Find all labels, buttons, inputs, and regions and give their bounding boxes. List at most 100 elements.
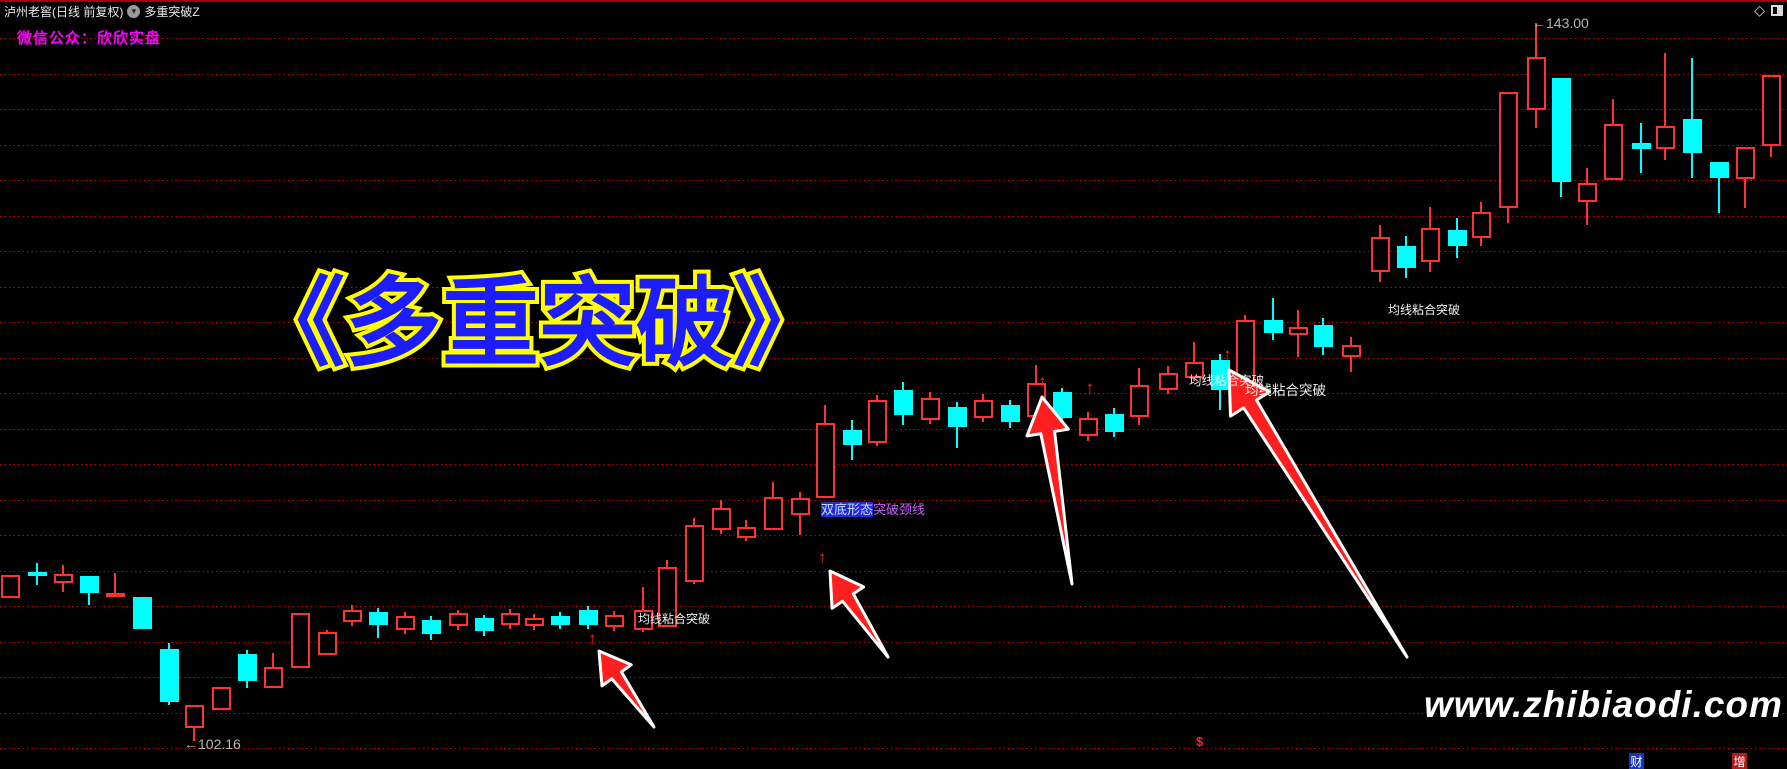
ma-breakout-label: 均线粘合突破 [1245,383,1326,398]
watermark-url: www.zhibiaodi.com [1424,684,1783,725]
candle-wick [1272,298,1274,340]
candle-wick [642,587,644,632]
candle-up [658,567,677,627]
chart-gridline [0,535,1787,536]
small-up-arrow-icon: ↑ [818,548,827,567]
chart-gridline [0,109,1787,110]
chart-gridline [0,428,1787,430]
candle-up [318,632,337,655]
stock-title: 泸州老窖(日线 前复权) [4,4,124,19]
headline-banner: 《多重突破》 [244,263,834,384]
candle-up [264,667,283,688]
candle-up [921,398,940,420]
candle-up [737,527,756,538]
chevron-circle-icon[interactable]: ▾ [127,4,141,18]
candle-down [133,597,152,629]
headline-title: 《多重突破》 [248,267,830,380]
chart-gridline [0,641,1787,643]
chart-gridline [0,499,1787,501]
high-price-label: ←143.00 [1532,15,1589,31]
chart-gridline [0,180,1787,181]
chart-gridline [0,748,1787,749]
candle-down [28,572,47,576]
chart-gridline [0,606,1787,607]
indicator-name[interactable]: 多重突破Z [144,4,200,19]
double-bottom-label-part2: 突破颈线 [873,502,926,517]
candle-up [791,498,810,515]
candle-up [343,610,362,622]
candle-up [1421,228,1440,262]
bottom-tab-increase[interactable]: 增 [1732,753,1747,769]
chart-gridline [0,286,1787,288]
candle-up [1527,57,1546,110]
candle-down [369,612,388,625]
candle-wick [1193,342,1195,381]
candle-down [422,620,441,634]
chart-gridline [0,38,1787,39]
diamond-icon[interactable]: ◇ [1754,2,1765,18]
candle-up [868,400,887,443]
double-bottom-label-part1: 双底形态 [821,502,874,517]
candle-down [551,616,570,625]
candle-up [54,574,73,583]
candle-down [1314,325,1333,347]
chart-gridline [0,73,1787,75]
candle-wick [114,573,116,597]
candle-wick [1664,53,1666,160]
candle-up [764,497,783,530]
candle-down [238,654,257,681]
bottom-tab-finance[interactable]: 财 [1629,753,1644,769]
chart-gridline [0,215,1787,217]
ex-dividend-marker: $ [1196,734,1204,749]
candle-up [1656,126,1675,149]
candle-up [501,613,520,625]
big-up-arrow [828,569,890,659]
candle-up [525,618,544,626]
candle-down [160,649,179,702]
candle-down [894,390,913,415]
candle-up [1472,212,1491,238]
candle-down [1211,360,1230,390]
candle-down [1105,414,1124,432]
chart-gridline [0,570,1787,572]
candle-down [1683,119,1702,153]
ma-breakout-label: 均线粘合突破 [1388,303,1461,317]
candle-up [291,613,310,668]
big-up-arrow [1025,395,1074,586]
candle-down [843,430,862,445]
small-up-arrow-icon: ↑ [588,629,597,648]
chart-gridline [0,464,1787,465]
candle-up [1130,385,1149,417]
candle-up [396,616,415,630]
candle-up [185,705,204,728]
candle-down [1448,230,1467,246]
chart-gridline [0,322,1787,323]
big-up-arrow [597,649,656,729]
window-controls: ◇ [1754,3,1783,17]
small-up-arrow-icon: ↑ [1085,378,1095,399]
split-window-icon[interactable] [1771,4,1783,16]
candle-down [1264,320,1283,333]
candle-up [1499,92,1518,208]
big-up-arrow [1227,368,1409,659]
candle-up [1604,124,1623,180]
candle-down [1001,405,1020,422]
candle-up [1159,373,1178,390]
candle-up [1578,183,1597,202]
candle-up [1762,75,1781,146]
candle-down [1053,392,1072,418]
candle-up [974,400,993,418]
candle-down [1397,246,1416,268]
candle-up [1185,362,1204,378]
chart-gridline [0,357,1787,359]
top-border-line [0,0,1787,2]
candle-up [634,610,653,630]
candle-up [1371,237,1390,272]
candle-down [1552,78,1571,182]
candle-down [948,407,967,427]
candle-down [475,618,494,631]
candle-up [1342,345,1361,357]
double-bottom-breakout-label: 双底形态突破颈线 [821,499,925,518]
